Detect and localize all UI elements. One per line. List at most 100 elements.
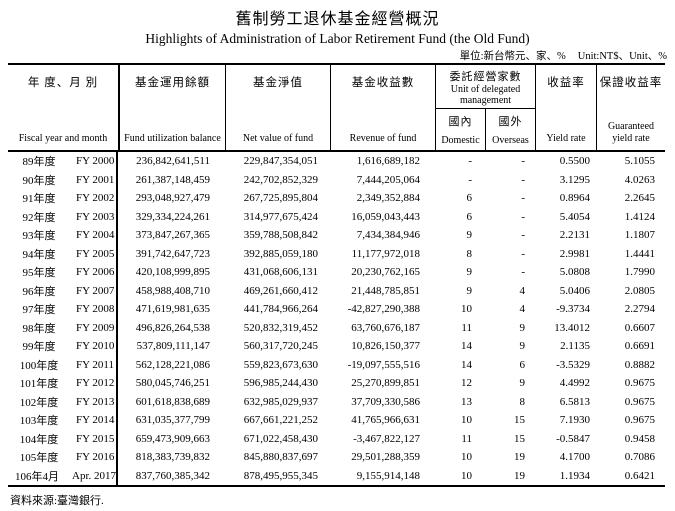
cell-year: 103年度 FY 2014 — [8, 411, 118, 430]
cell-guar: 2.2645 — [624, 192, 655, 205]
year-label-en: FY 2014 — [76, 414, 115, 427]
unit-note-zh: 單位:新台幣元、家、% — [459, 51, 566, 62]
cell-year: 91年度 FY 2002 — [8, 189, 118, 208]
table-row: 90年度 FY 2001 261,387,148,459 242,702,852,32… — [8, 170, 665, 189]
table-row: 105年度 FY 2016 818,383,739,832 845,880,837,6… — [8, 448, 665, 467]
cell-yield: 1.1934 — [559, 469, 590, 482]
year-label-en: FY 2008 — [76, 303, 115, 316]
cell-ovs: 9 — [519, 377, 526, 390]
cell-dom: 10 — [461, 469, 472, 482]
cell-year: 104年度 FY 2015 — [8, 429, 118, 448]
data-table: 年 度、月 別 Fiscal year and month 基金運用餘額 Fun… — [8, 63, 665, 487]
cell-guar: 1.4441 — [624, 247, 655, 260]
year-label-en: FY 2013 — [76, 395, 115, 408]
year-label-zh: 90年度 — [22, 174, 56, 187]
cell-year: 100年度 FY 2011 — [8, 355, 118, 374]
cell-revenue: 7,434,384,946 — [356, 229, 420, 242]
header-domestic: 國內 Domestic — [441, 116, 480, 146]
cell-revenue: 25,270,899,851 — [351, 377, 420, 390]
cell-revenue: 1,616,689,182 — [356, 155, 420, 168]
cell-yield: 13.4012 — [554, 321, 590, 334]
year-label-zh: 95年度 — [22, 267, 56, 280]
cell-balance: 420,108,999,895 — [135, 266, 210, 279]
cell-yield: 2.9981 — [559, 247, 590, 260]
cell-revenue: 10,826,150,377 — [351, 340, 420, 353]
cell-revenue: 37,709,330,586 — [351, 395, 420, 408]
unit-note-en: Unit:NT$、Unit、% — [577, 51, 667, 62]
year-label-en: FY 2011 — [76, 358, 114, 371]
cell-net: 267,725,895,804 — [243, 192, 318, 205]
cell-year: 106年4月 Apr. 2017 — [8, 466, 118, 485]
year-label-zh: 101年度 — [19, 378, 59, 391]
cell-yield: 2.1135 — [560, 340, 590, 353]
cell-year: 98年度 FY 2009 — [8, 318, 118, 337]
cell-net: 441,784,966,264 — [243, 303, 318, 316]
cell-guar: 0.6607 — [624, 321, 655, 334]
cell-year: 102年度 FY 2013 — [8, 392, 118, 411]
cell-year: 101年度 FY 2012 — [8, 374, 118, 393]
cell-ovs: - — [521, 155, 525, 168]
cell-ovs: - — [521, 173, 525, 186]
page-title-zh: 舊制勞工退休基金經營概況 — [235, 11, 440, 28]
cell-balance: 601,618,838,689 — [135, 395, 210, 408]
header-year: 年 度、月 別 Fiscal year and month — [18, 77, 108, 144]
cell-yield: 5.0808 — [559, 266, 590, 279]
cell-net: 845,880,837,697 — [243, 451, 318, 464]
cell-balance: 293,048,927,479 — [135, 192, 210, 205]
cell-year: 93年度 FY 2004 — [8, 226, 118, 245]
cell-year: 105年度 FY 2016 — [8, 448, 118, 467]
cell-yield: 0.5500 — [559, 155, 590, 168]
year-label-en: FY 2001 — [76, 173, 115, 186]
cell-ovs: - — [521, 229, 525, 242]
cell-guar: 0.9458 — [624, 432, 655, 445]
cell-net: 560,317,720,245 — [243, 340, 318, 353]
header-fund-utilization-balance: 基金運用餘額 Fund utilization balance — [118, 65, 225, 150]
cell-yield: -0.5847 — [556, 432, 590, 445]
cell-ovs: - — [521, 210, 525, 223]
year-label-en: FY 2005 — [76, 247, 115, 260]
cell-year: 95年度 FY 2006 — [8, 263, 118, 282]
cell-guar: 5.1055 — [624, 155, 655, 168]
cell-revenue: 29,501,288,359 — [351, 451, 420, 464]
cell-year: 94年度 FY 2005 — [8, 244, 118, 263]
cell-year: 89年度 FY 2000 — [8, 152, 118, 171]
year-label-zh: 93年度 — [22, 230, 56, 243]
cell-balance: 373,847,267,365 — [135, 229, 210, 242]
cell-guar: 2.0805 — [624, 284, 655, 297]
table-row: 106年4月 Apr. 2017 837,760,385,342 878,495,95… — [8, 466, 665, 485]
table-body: 89年度 FY 2000 236,842,641,511 229,847,354,05… — [8, 152, 665, 485]
cell-year: 96年度 FY 2007 — [8, 281, 118, 300]
table-row: 97年度 FY 2008 471,619,981,635 441,784,966,26… — [8, 300, 665, 319]
cell-yield: 2.2131 — [559, 229, 590, 242]
cell-dom: 10 — [461, 303, 472, 316]
year-label-zh: 103年度 — [19, 415, 59, 428]
header-delegated-management-group: 委託經營家數 Unit of delegated management 國內 D… — [435, 65, 535, 150]
table-row: 92年度 FY 2003 329,334,224,261 314,977,675,42… — [8, 207, 665, 226]
cell-revenue: -42,827,290,388 — [347, 303, 420, 316]
year-label-zh: 92年度 — [22, 211, 56, 224]
cell-net: 229,847,354,051 — [243, 155, 318, 168]
year-label-en: FY 2000 — [76, 155, 115, 168]
year-label-zh: 98年度 — [22, 322, 56, 335]
header-delegated-management: 委託經營家數 Unit of delegated management — [436, 65, 535, 109]
year-label-zh: 102年度 — [19, 396, 59, 409]
cell-net: 469,261,660,412 — [243, 284, 318, 297]
table-row: 94年度 FY 2005 391,742,647,723 392,885,059,18… — [8, 244, 665, 263]
cell-guar: 4.0263 — [624, 173, 655, 186]
cell-guar: 0.9675 — [624, 377, 655, 390]
cell-balance: 458,988,408,710 — [135, 284, 210, 297]
cell-dom: 14 — [461, 358, 472, 371]
cell-guar: 1.7990 — [624, 266, 655, 279]
cell-yield: 5.0406 — [559, 284, 590, 297]
cell-year: 99年度 FY 2010 — [8, 337, 118, 356]
cell-net: 314,977,675,424 — [243, 210, 318, 223]
cell-net: 431,068,606,131 — [243, 266, 318, 279]
cell-ovs: 15 — [514, 414, 525, 427]
cell-ovs: 8 — [519, 395, 526, 408]
cell-guar: 1.4124 — [624, 210, 655, 223]
cell-net: 242,702,852,329 — [243, 173, 318, 186]
table-header: 年 度、月 別 Fiscal year and month 基金運用餘額 Fun… — [8, 65, 665, 152]
cell-yield: 0.8964 — [559, 192, 590, 205]
year-label-en: FY 2006 — [76, 266, 115, 279]
cell-dom: 10 — [461, 414, 472, 427]
